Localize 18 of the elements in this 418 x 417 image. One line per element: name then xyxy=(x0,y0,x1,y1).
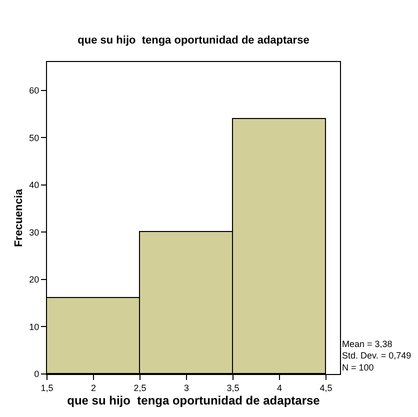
y-tick-label: 0 xyxy=(34,369,40,380)
y-tick-label: 30 xyxy=(29,227,40,238)
x-axis-title: que su hijo tenga oportunidad de adaptarse xyxy=(67,394,320,408)
y-tick-label: 60 xyxy=(29,86,40,96)
chart-title: que su hijo tenga oportunidad de adaptarse xyxy=(78,34,310,46)
y-tick-label: 10 xyxy=(29,322,40,332)
x-tick-label: 2,5 xyxy=(134,382,146,393)
x-tick-label: 4 xyxy=(277,382,282,393)
y-tick-label: 40 xyxy=(29,180,40,190)
y-tick-label: 50 xyxy=(29,132,40,143)
y-axis-title: Frecuencia xyxy=(12,188,25,248)
x-tick-label: 3,5 xyxy=(226,382,240,393)
y-tick-label: 20 xyxy=(29,274,40,285)
text: Mean = 3,38 Std. Dev. = 0,749 N = 100 xyxy=(342,339,412,372)
x-tick-label: 1,5 xyxy=(40,382,54,393)
x-tick-label: 3 xyxy=(184,382,190,393)
x-tick-label: 2 xyxy=(91,382,96,393)
x-tick-label: 4,5 xyxy=(320,382,332,393)
